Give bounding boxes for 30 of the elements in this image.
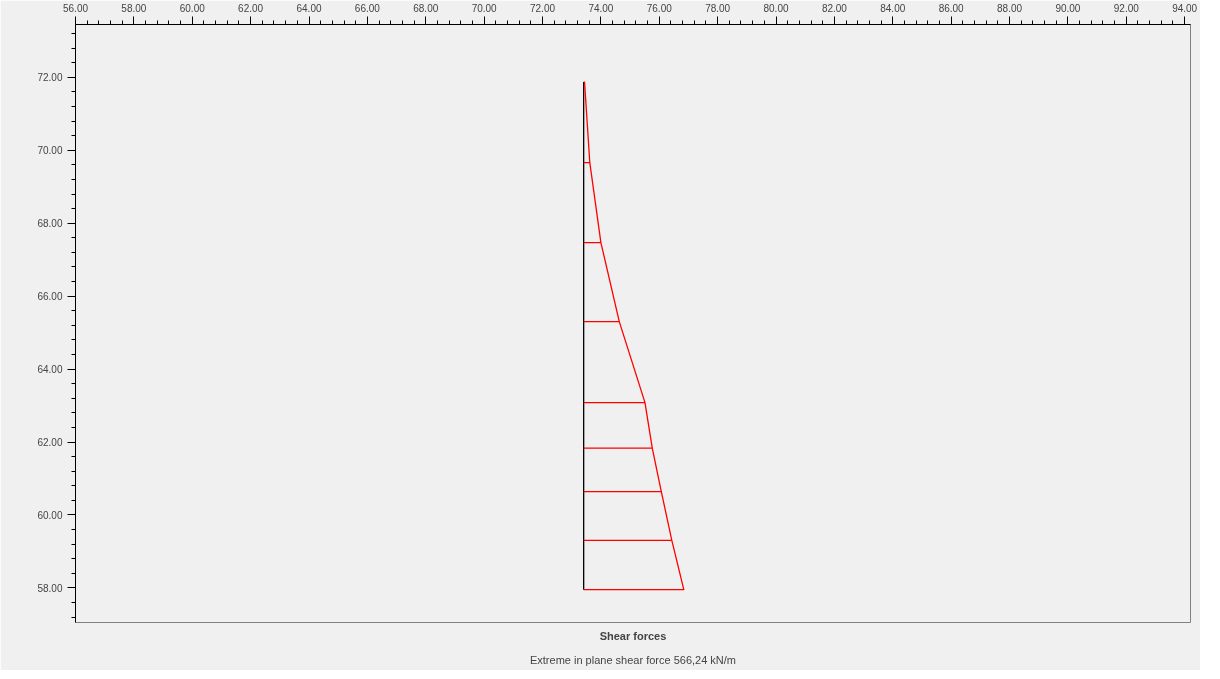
x-tick-label: 62.00 (238, 2, 264, 14)
x-tick-label: 92.00 (1113, 2, 1140, 14)
x-tick-label: 84.00 (880, 2, 906, 14)
y-tick-label: 70.00 (37, 145, 63, 157)
x-tick-label: 76.00 (646, 2, 673, 14)
x-tick-label: 58.00 (121, 2, 147, 14)
y-tick-label: 72.00 (37, 72, 63, 84)
x-tick-label: 78.00 (705, 2, 731, 14)
x-tick-label: 66.00 (354, 2, 381, 14)
y-tick-label: 64.00 (37, 364, 63, 376)
x-tick-label: 74.00 (588, 2, 614, 14)
x-tick-label: 88.00 (997, 2, 1023, 14)
x-tick-label: 80.00 (763, 2, 789, 14)
text: Shear forces (599, 629, 667, 642)
x-tick-label: 72.00 (530, 2, 556, 14)
x-tick-label: 90.00 (1055, 2, 1081, 14)
text: Extreme in plane shear force 566,24 kN/m (529, 653, 737, 666)
x-tick-label: 86.00 (938, 2, 965, 14)
x-tick-label: 70.00 (471, 2, 498, 14)
x-tick-label: 82.00 (821, 2, 848, 14)
x-tick-label: 60.00 (179, 2, 206, 14)
y-tick-label: 58.00 (37, 582, 63, 594)
x-tick-label: 64.00 (296, 2, 322, 14)
y-tick-label: 68.00 (37, 218, 63, 230)
x-tick-label: 94.00 (1172, 2, 1198, 14)
y-tick-label: 66.00 (37, 291, 63, 303)
y-tick-label: 62.00 (37, 437, 63, 449)
x-tick-label: 56.00 (62, 2, 89, 14)
y-tick-label: 60.00 (37, 509, 63, 521)
x-tick-label: 68.00 (413, 2, 439, 14)
